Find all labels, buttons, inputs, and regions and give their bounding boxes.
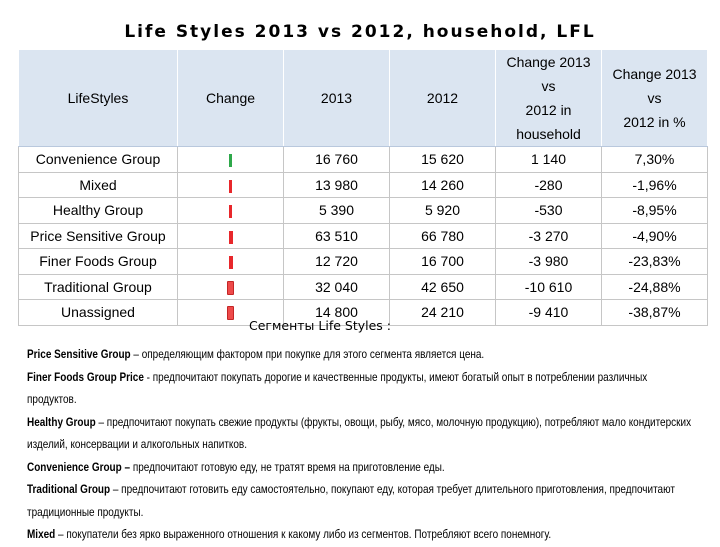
value-2012: 66 780 bbox=[389, 222, 496, 249]
header-change-percent-line1: Change 2013 vs bbox=[612, 66, 697, 106]
value-2012: 24 210 bbox=[389, 299, 496, 326]
header-change-household-line2: 2012 in household bbox=[516, 102, 581, 142]
segments-heading: Сегменты Life Styles : bbox=[249, 318, 391, 333]
header-change: Change bbox=[177, 49, 284, 147]
table-header-row: LifeStyles Change 2013 2012 Change 2013 … bbox=[18, 49, 708, 147]
value-2013: 16 760 bbox=[283, 146, 390, 173]
definition-term: Finer Foods Group Price bbox=[27, 370, 144, 384]
header-lifestyles: LifeStyles bbox=[18, 49, 178, 147]
definition-term: Convenience Group – bbox=[27, 460, 131, 474]
row-name: Healthy Group bbox=[18, 197, 178, 224]
segment-definitions: Price Sensitive Group – определяющим фак… bbox=[27, 344, 697, 547]
change-percent: -23,83% bbox=[601, 248, 708, 275]
definition-term: Traditional Group bbox=[27, 483, 111, 496]
change-household: -3 270 bbox=[495, 222, 602, 249]
slide-title: Life Styles 2013 vs 2012, household, LFL bbox=[124, 22, 596, 42]
change-percent: -8,95% bbox=[601, 197, 708, 224]
change-indicator-cell bbox=[177, 171, 284, 198]
change-bar-icon bbox=[228, 256, 233, 270]
change-indicator-cell bbox=[177, 146, 284, 173]
table-row: Unassigned 14 800 24 210 -9 410 -38,87% bbox=[18, 299, 708, 326]
row-name: Finer Foods Group bbox=[18, 248, 178, 275]
value-2013: 63 510 bbox=[283, 222, 390, 249]
value-2013: 12 720 bbox=[283, 248, 390, 275]
definition-text: - предпочитают покупать дорогие и качест… bbox=[27, 370, 648, 407]
value-2012: 42 650 bbox=[389, 273, 496, 300]
value-2013: 13 980 bbox=[283, 171, 390, 198]
change-percent: 7,30% bbox=[601, 146, 708, 173]
row-name: Price Sensitive Group bbox=[18, 222, 178, 249]
change-household: 1 140 bbox=[495, 146, 602, 173]
value-2012: 5 920 bbox=[389, 197, 496, 224]
table-row: Price Sensitive Group 63 510 66 780 -3 2… bbox=[18, 222, 708, 249]
change-indicator-cell bbox=[177, 197, 284, 224]
change-indicator-cell bbox=[177, 222, 284, 249]
definition-item: Finer Foods Group Price - предпочитают п… bbox=[27, 367, 697, 412]
definition-item: Healthy Group – предпочитают покупать св… bbox=[27, 412, 697, 457]
change-percent: -24,88% bbox=[601, 273, 708, 300]
change-bar-icon bbox=[229, 154, 232, 168]
header-change-percent-line2: 2012 in % bbox=[623, 114, 686, 130]
definition-text: – предпочитают готовить еду самостоятель… bbox=[27, 483, 675, 519]
row-name: Convenience Group bbox=[18, 146, 178, 173]
header-change-household-line1: Change 2013 vs bbox=[506, 54, 591, 94]
definition-term: Price Sensitive Group bbox=[27, 348, 131, 361]
change-percent: -1,96% bbox=[601, 171, 708, 198]
change-indicator-cell bbox=[177, 273, 284, 300]
value-2012: 14 260 bbox=[389, 171, 496, 198]
header-change-percent: Change 2013 vs 2012 in % bbox=[601, 49, 708, 147]
lifestyles-table: LifeStyles Change 2013 2012 Change 2013 … bbox=[18, 49, 708, 326]
table-row: Finer Foods Group 12 720 16 700 -3 980 -… bbox=[18, 248, 708, 275]
header-2013: 2013 bbox=[283, 49, 390, 147]
value-2012: 16 700 bbox=[389, 248, 496, 275]
table-row: Convenience Group 16 760 15 620 1 140 7,… bbox=[18, 146, 708, 173]
table-row: Traditional Group 32 040 42 650 -10 610 … bbox=[18, 273, 708, 300]
definition-text: – предпочитают покупать свежие продукты … bbox=[27, 415, 692, 452]
row-name: Mixed bbox=[18, 171, 178, 198]
header-2012: 2012 bbox=[389, 49, 496, 147]
change-bar-icon bbox=[229, 205, 232, 219]
change-bar-icon bbox=[227, 280, 234, 295]
value-2013: 5 390 bbox=[283, 197, 390, 224]
definition-text: – покупатели без ярко выраженного отноше… bbox=[55, 528, 552, 541]
row-name: Unassigned bbox=[18, 299, 178, 326]
definition-text: – определяющим фактором при покупке для … bbox=[130, 348, 485, 361]
definition-item: Mixed – покупатели без ярко выраженного … bbox=[27, 524, 697, 547]
definition-term: Mixed bbox=[27, 528, 56, 541]
row-name: Traditional Group bbox=[18, 273, 178, 300]
change-household: -3 980 bbox=[495, 248, 602, 275]
change-percent: -38,87% bbox=[601, 299, 708, 326]
change-household: -280 bbox=[495, 171, 602, 198]
table-row: Healthy Group 5 390 5 920 -530 -8,95% bbox=[18, 197, 708, 224]
change-indicator-cell bbox=[177, 299, 284, 326]
definition-term: Healthy Group bbox=[27, 415, 96, 429]
value-2012: 15 620 bbox=[389, 146, 496, 173]
change-percent: -4,90% bbox=[601, 222, 708, 249]
change-bar-icon bbox=[229, 179, 232, 193]
change-household: -10 610 bbox=[495, 273, 602, 300]
definition-text: предпочитают готовую еду, не тратят врем… bbox=[130, 460, 445, 474]
change-household: -530 bbox=[495, 197, 602, 224]
change-indicator-cell bbox=[177, 248, 284, 275]
change-bar-icon bbox=[227, 306, 234, 321]
table-row: Mixed 13 980 14 260 -280 -1,96% bbox=[18, 171, 708, 198]
definition-item: Convenience Group – предпочитают готовую… bbox=[27, 457, 697, 480]
definition-item: Traditional Group – предпочитают готовит… bbox=[27, 479, 697, 524]
header-change-household: Change 2013 vs 2012 in household bbox=[495, 49, 602, 147]
value-2013: 32 040 bbox=[283, 273, 390, 300]
definition-item: Price Sensitive Group – определяющим фак… bbox=[27, 344, 697, 367]
change-bar-icon bbox=[228, 230, 233, 244]
